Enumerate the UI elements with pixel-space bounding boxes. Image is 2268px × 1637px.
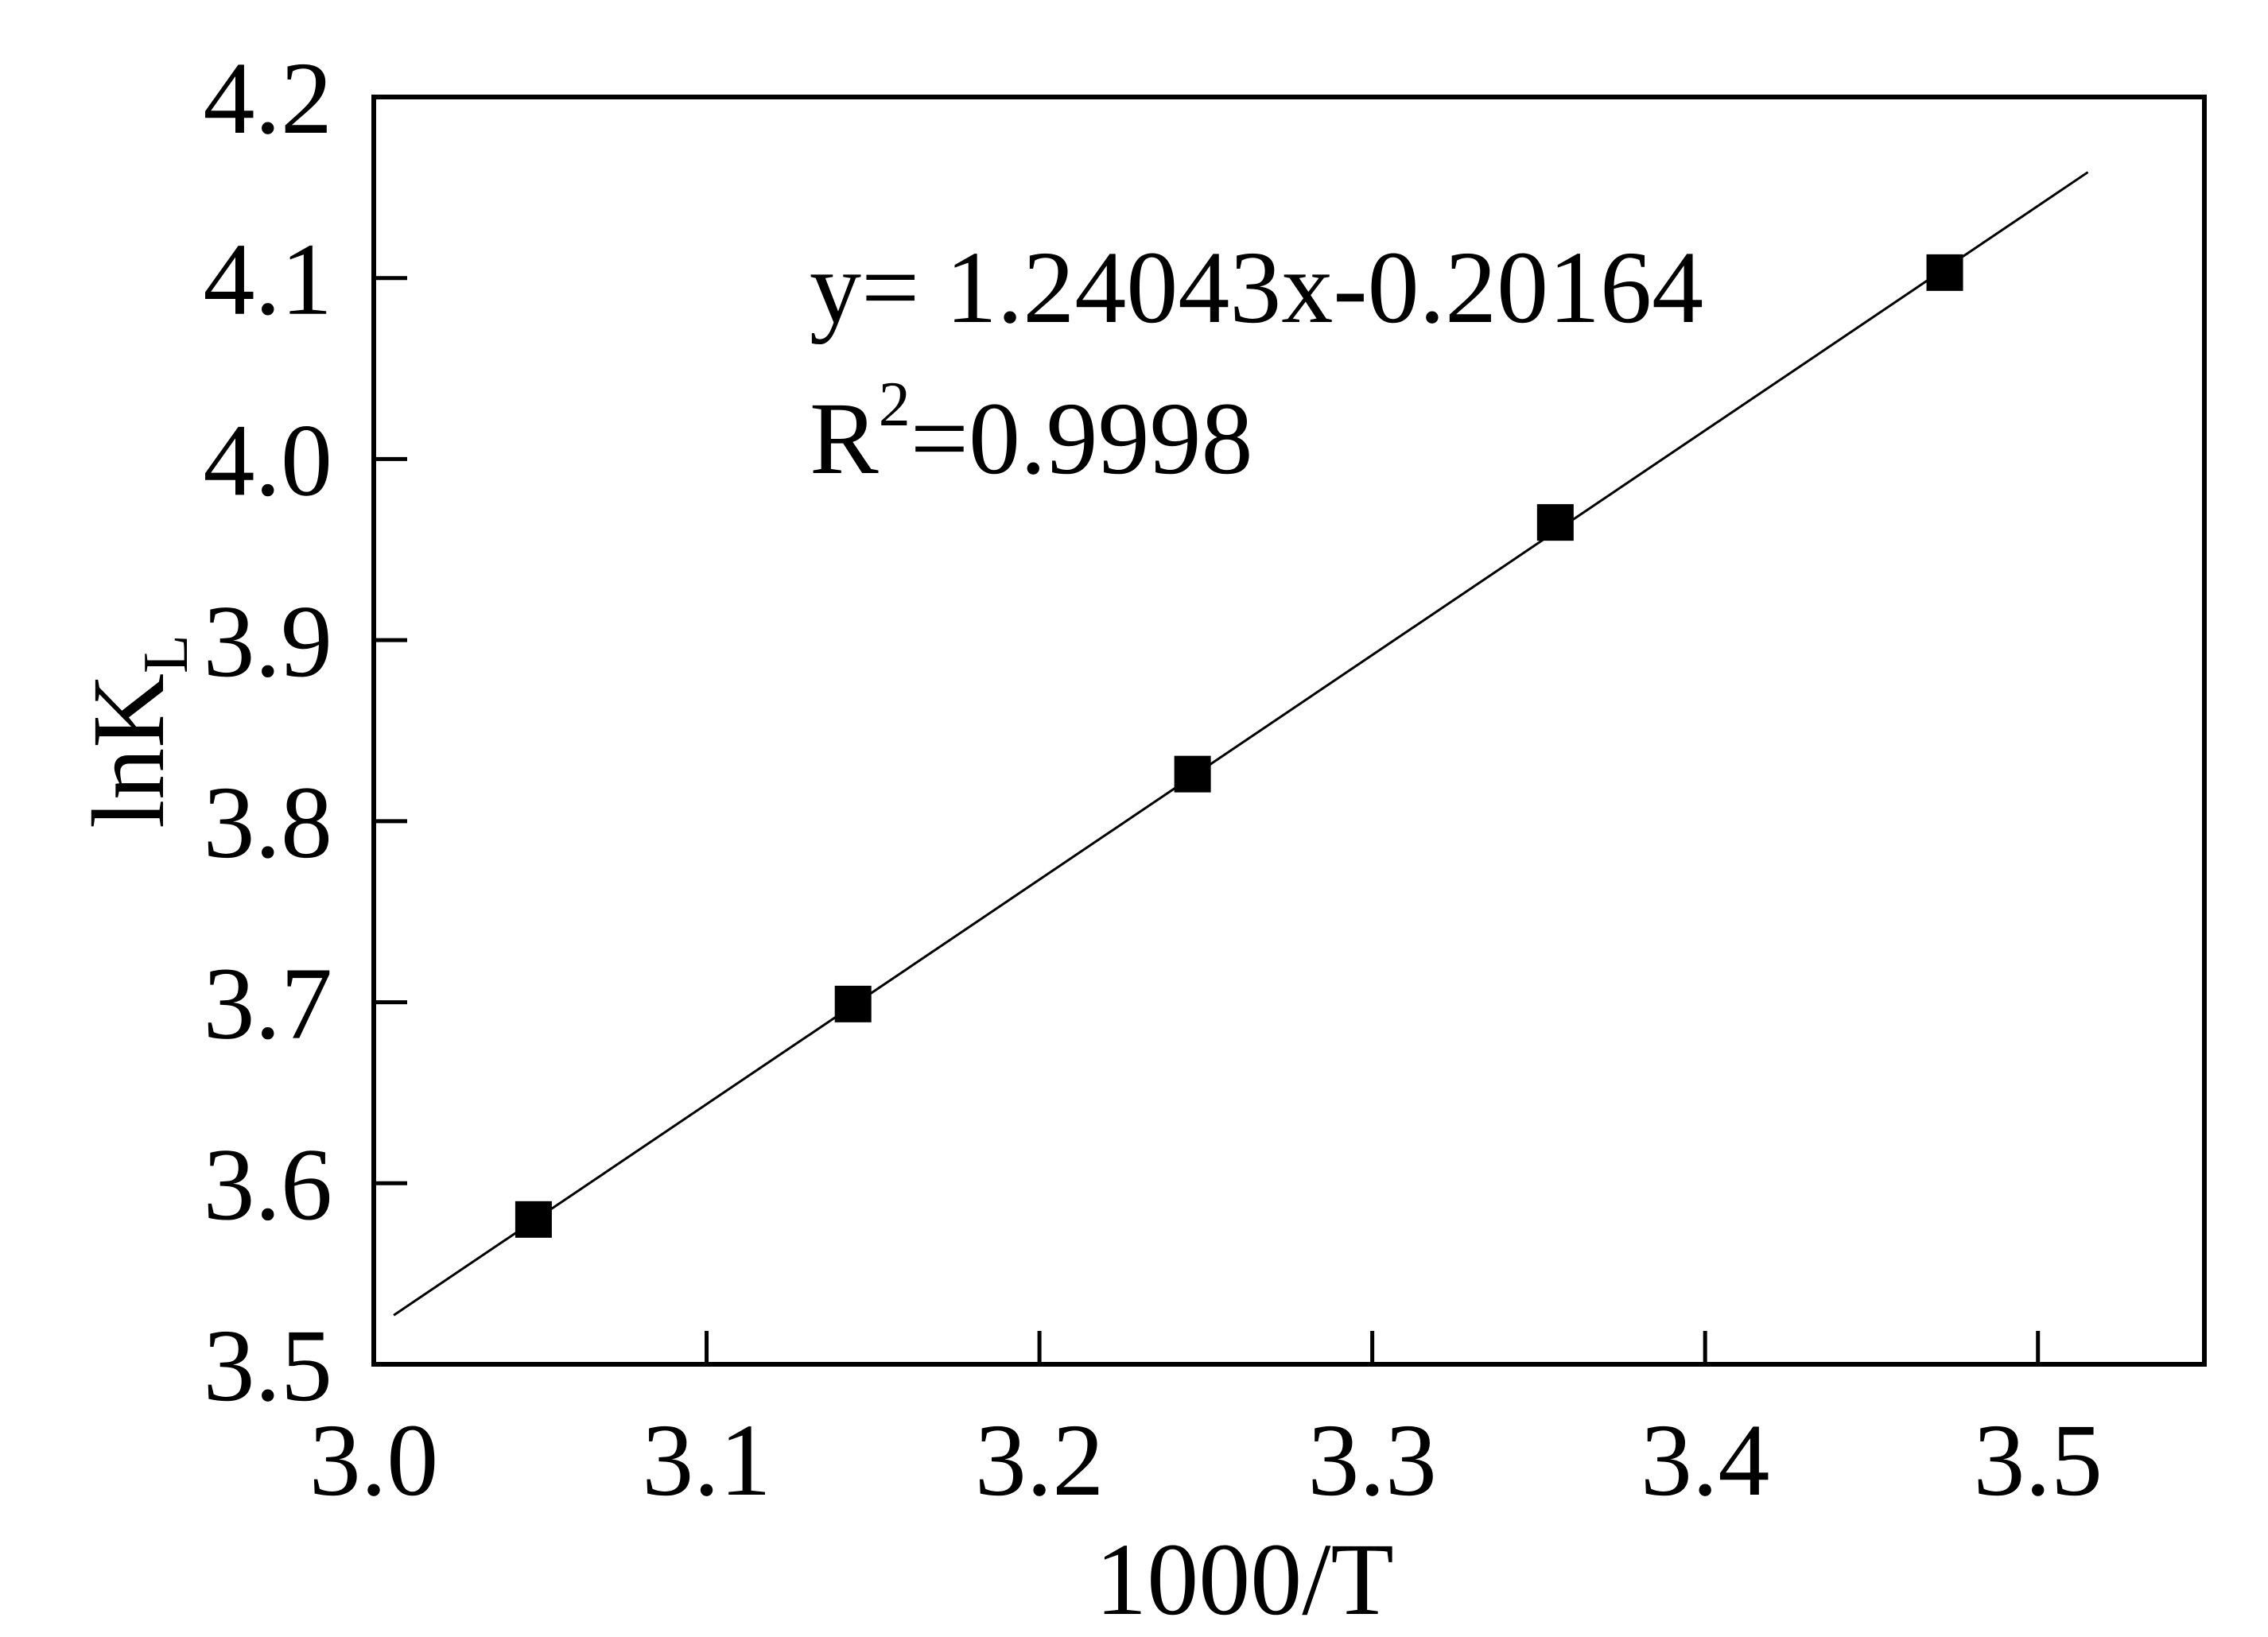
equation-annotation: y= 1.24043x-0.20164 (810, 231, 1703, 345)
r2-value: =0.9998 (911, 382, 1253, 496)
data-point (515, 1201, 552, 1238)
x-axis-title: 1000/T (1095, 1523, 1394, 1637)
y-tick-label: 3.8 (204, 766, 333, 880)
x-tick-label: 3.2 (975, 1403, 1105, 1518)
ticks (371, 95, 2041, 1367)
y-axis-title-main: lnK (72, 673, 186, 828)
x-tick-label: 3.0 (309, 1403, 439, 1518)
y-tick-label: 3.9 (204, 584, 333, 699)
data-point (834, 985, 872, 1022)
tick-labels: 3.0 3.1 3.2 3.3 3.4 3.5 3.5 3.6 3.7 3.8 3.9 4.0 4.1 4… (204, 41, 2103, 1518)
y-axis-title-sub: L (131, 634, 201, 673)
x-tick-label: 3.4 (1641, 1403, 1770, 1518)
y-tick-label: 3.6 (204, 1127, 333, 1242)
y-tick-label: 3.5 (204, 1309, 333, 1423)
data-point (1536, 504, 1574, 541)
x-tick-label: 3.5 (1973, 1403, 2103, 1518)
r2-annotation: R2=0.9998 (810, 370, 1253, 496)
data-point (1174, 755, 1211, 793)
y-tick-label: 4.1 (204, 223, 333, 337)
fit-line (393, 171, 2089, 1317)
r2-exponent: 2 (879, 370, 911, 440)
plot-frame (371, 95, 2207, 1367)
y-tick-label: 4.0 (204, 403, 333, 518)
y-tick-label: 3.7 (204, 947, 333, 1061)
r2-label: R (810, 382, 879, 496)
y-tick-label: 4.2 (204, 41, 333, 156)
x-tick-label: 3.1 (642, 1403, 771, 1518)
data-point (1926, 254, 1963, 291)
data-markers (515, 254, 1963, 1238)
x-tick-label: 3.3 (1307, 1403, 1437, 1518)
y-axis-title: lnKL (72, 634, 201, 828)
